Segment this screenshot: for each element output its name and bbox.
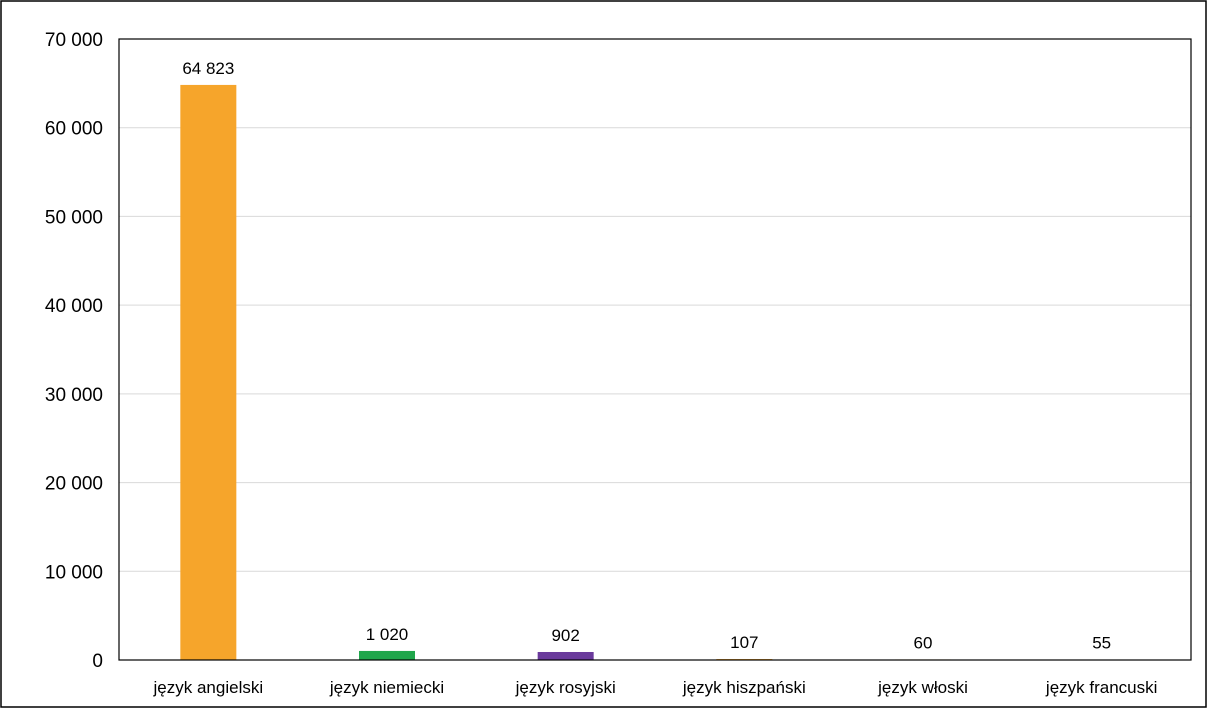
y-tick-label: 50 000 <box>45 207 103 228</box>
y-tick-label: 40 000 <box>45 296 103 317</box>
data-label: 55 <box>1092 634 1111 653</box>
data-label: 1 020 <box>366 625 409 644</box>
y-tick-label: 20 000 <box>45 474 103 495</box>
bar <box>538 652 594 660</box>
y-tick-label: 10 000 <box>45 562 103 583</box>
bar <box>359 651 415 660</box>
y-tick-label: 0 <box>92 651 103 672</box>
data-label: 60 <box>914 633 933 652</box>
y-tick-label: 30 000 <box>45 385 103 406</box>
y-tick-label: 60 000 <box>45 119 103 140</box>
data-label: 902 <box>551 626 579 645</box>
x-tick-label: język angielski <box>153 678 264 697</box>
x-tick-label: język niemiecki <box>329 678 444 697</box>
x-tick-label: język hiszpański <box>682 678 806 697</box>
bar <box>180 85 236 660</box>
x-tick-label: język rosyjski <box>515 678 616 697</box>
x-tick-label: język francuski <box>1045 678 1157 697</box>
x-tick-label: język włoski <box>877 678 968 697</box>
data-label: 64 823 <box>182 59 234 78</box>
data-label: 107 <box>730 633 758 652</box>
y-tick-label: 70 000 <box>45 30 103 51</box>
